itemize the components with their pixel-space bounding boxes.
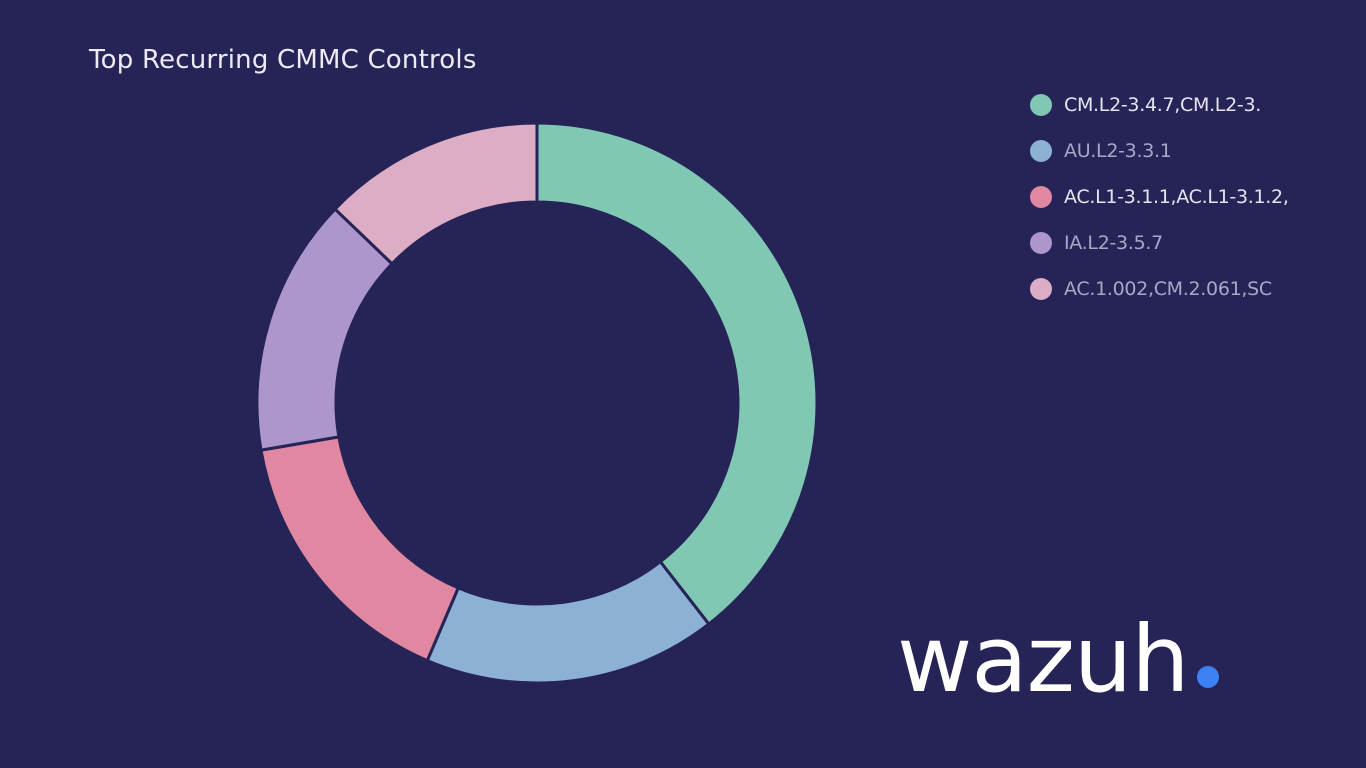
- legend-dot-2: [1030, 140, 1052, 162]
- legend-item-2[interactable]: AU.L2-3.3.1: [1030, 128, 1350, 174]
- legend-label-5: AC.1.002,CM.2.061,SC: [1064, 278, 1272, 300]
- legend-dot-5: [1030, 278, 1052, 300]
- chart-title: Top Recurring CMMC Controls: [89, 45, 477, 75]
- legend-dot-1: [1030, 94, 1052, 116]
- legend-dot-3: [1030, 186, 1052, 208]
- legend-item-1[interactable]: CM.L2-3.4.7,CM.L2-3.: [1030, 82, 1350, 128]
- legend-item-3[interactable]: AC.L1-3.1.1,AC.L1-3.1.2,: [1030, 174, 1350, 220]
- donut-slice-2[interactable]: [425, 559, 711, 685]
- wazuh-logo: wazuh: [897, 596, 1219, 706]
- legend-item-5[interactable]: AC.1.002,CM.2.061,SC: [1030, 266, 1350, 312]
- legend-label-4: IA.L2-3.5.7: [1064, 232, 1163, 254]
- donut-slice-3[interactable]: [259, 435, 461, 663]
- brand-wordmark: wazuh: [897, 606, 1190, 713]
- chart-legend: CM.L2-3.4.7,CM.L2-3. AU.L2-3.3.1 AC.L1-3.1…: [1030, 82, 1350, 312]
- brand-dot: [1196, 666, 1219, 688]
- legend-dot-4: [1030, 232, 1052, 254]
- legend-label-1: CM.L2-3.4.7,CM.L2-3.: [1064, 94, 1261, 116]
- legend-item-4[interactable]: IA.L2-3.5.7: [1030, 220, 1350, 266]
- legend-label-3: AC.L1-3.1.1,AC.L1-3.1.2,: [1064, 186, 1289, 208]
- donut-slice-5[interactable]: [332, 121, 539, 266]
- legend-label-2: AU.L2-3.3.1: [1064, 140, 1172, 162]
- donut-slice-1[interactable]: [535, 121, 819, 627]
